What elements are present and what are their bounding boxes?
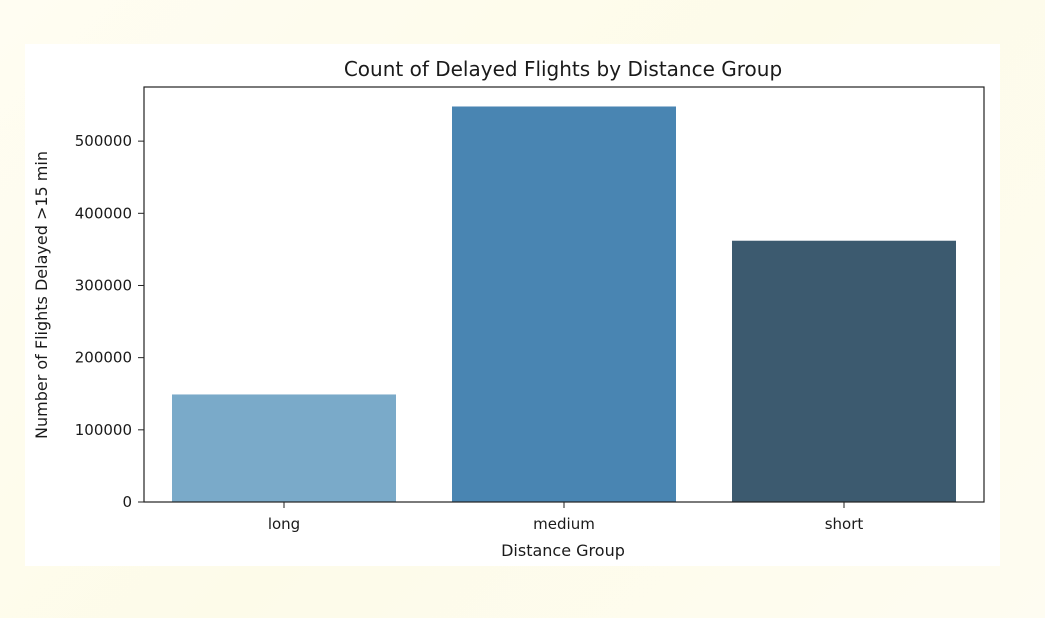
bar-medium — [452, 106, 676, 503]
bar-long — [172, 394, 396, 502]
y-tick-label: 100000 — [75, 421, 132, 439]
y-tick-label: 0 — [122, 493, 132, 511]
x-tick-label-long: long — [268, 515, 300, 533]
bars-layer — [172, 106, 956, 503]
y-tick-label: 500000 — [75, 132, 132, 150]
x-axis-label: Distance Group — [501, 541, 625, 560]
y-tick-label: 300000 — [75, 276, 132, 294]
x-tick-label-medium: medium — [533, 515, 595, 533]
x-tick-label-short: short — [825, 515, 864, 533]
y-axis-label: Number of Flights Delayed >15 min — [32, 151, 51, 439]
chart-title: Count of Delayed Flights by Distance Gro… — [344, 57, 782, 81]
y-tick-label: 200000 — [75, 349, 132, 367]
x-axis-ticks: long medium short — [268, 502, 864, 533]
y-axis-ticks: 0 100000 200000 300000 400000 500000 — [75, 132, 144, 511]
y-tick-label: 400000 — [75, 204, 132, 222]
bar-short — [732, 240, 956, 502]
